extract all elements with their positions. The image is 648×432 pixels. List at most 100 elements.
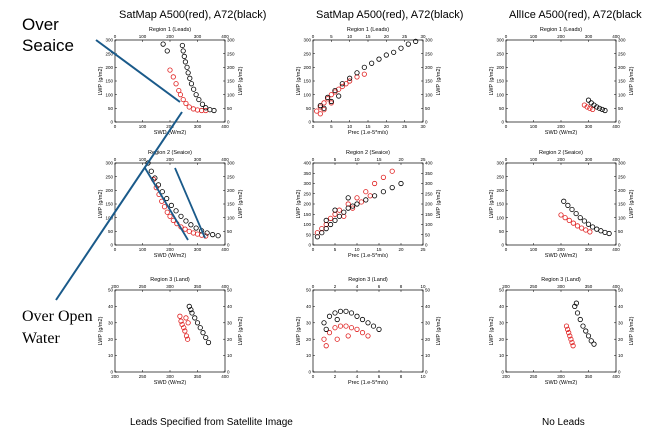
y-tick-label: 300 xyxy=(496,161,504,166)
y-tick-label: 0 xyxy=(501,370,504,375)
y-tick-label: 0 xyxy=(308,243,311,248)
data-point-red xyxy=(321,100,327,106)
y-tick-label: 0 xyxy=(501,243,504,248)
right-tick-label: 300 xyxy=(425,181,433,186)
plot-title: Region 1 (Leads) xyxy=(347,27,389,33)
data-point-black xyxy=(215,233,221,239)
data-point-black xyxy=(585,333,592,339)
y-tick-label: 0 xyxy=(308,120,311,125)
y-tick-label: 400 xyxy=(303,161,311,166)
data-point-red xyxy=(347,78,353,84)
x-tick-label: 0 xyxy=(312,247,315,252)
data-point-black xyxy=(606,230,612,237)
top-tick-label: 5 xyxy=(334,157,337,162)
right-tick-label: 30 xyxy=(618,320,624,325)
data-point-black xyxy=(391,49,397,55)
x-tick-label: 300 xyxy=(585,124,593,129)
right-tick-label: 0 xyxy=(618,243,621,248)
data-point-black xyxy=(205,339,212,346)
plot-title: Region 1 (Leads) xyxy=(149,27,191,33)
right-tick-label: 50 xyxy=(425,232,431,237)
x-axis-label: Prec (1.e-5*m/s) xyxy=(348,130,388,136)
y-tick-label: 250 xyxy=(303,191,311,196)
data-point-black xyxy=(334,316,340,323)
data-point-red xyxy=(566,330,572,336)
data-point-red xyxy=(190,106,196,112)
data-point-black xyxy=(574,310,581,316)
data-point-black xyxy=(321,105,327,111)
right-tick-label: 0 xyxy=(425,370,428,375)
top-tick-label: 400 xyxy=(221,157,229,162)
top-tick-label: 100 xyxy=(530,157,538,162)
series-black xyxy=(145,160,221,239)
top-tick-label: 25 xyxy=(402,34,408,39)
data-point-red xyxy=(185,320,191,326)
data-point-red xyxy=(570,343,576,349)
annotation-line-seaice xyxy=(95,39,181,103)
data-point-black xyxy=(326,313,333,319)
x-tick-label: 200 xyxy=(557,247,565,252)
y-tick-label: 100 xyxy=(303,92,311,97)
data-point-red xyxy=(570,220,576,226)
annotation-lines xyxy=(55,39,206,301)
x-tick-label: 100 xyxy=(530,247,538,252)
top-tick-label: 300 xyxy=(585,157,593,162)
data-point-red xyxy=(185,336,191,342)
data-point-red xyxy=(170,74,176,80)
plot-title: Region 2 (Seaice) xyxy=(346,150,390,156)
data-point-black xyxy=(200,330,206,336)
data-point-black xyxy=(380,189,386,195)
data-point-red xyxy=(339,83,345,90)
data-point-black xyxy=(348,310,355,316)
right-tick-label: 200 xyxy=(425,65,433,70)
x-tick-label: 300 xyxy=(557,374,565,379)
x-tick-label: 5 xyxy=(330,124,333,129)
y-tick-label: 200 xyxy=(105,65,113,70)
top-tick-label: 0 xyxy=(312,157,315,162)
data-point-red xyxy=(167,67,173,73)
y-tick-label: 200 xyxy=(105,188,113,193)
series-red xyxy=(563,323,576,349)
data-point-black xyxy=(210,232,216,238)
x-axis-label: SWD (W/m2) xyxy=(154,380,187,386)
data-point-black xyxy=(204,230,210,236)
top-tick-label: 10 xyxy=(347,34,353,39)
y-axis-label-right: LWP (g/m2) xyxy=(629,66,635,95)
data-point-black xyxy=(173,208,179,214)
data-point-red xyxy=(182,226,188,232)
top-tick-label: 20 xyxy=(398,157,404,162)
data-point-black xyxy=(323,226,329,232)
x-tick-label: 400 xyxy=(612,247,620,252)
series-black xyxy=(321,308,382,332)
data-point-black xyxy=(365,320,371,326)
top-tick-label: 0 xyxy=(114,34,117,39)
data-point-black xyxy=(319,230,325,236)
x-tick-label: 20 xyxy=(398,247,404,252)
data-point-red xyxy=(562,215,568,221)
right-tick-label: 150 xyxy=(618,79,626,84)
top-tick-label: 10 xyxy=(420,284,426,289)
data-point-black xyxy=(191,86,197,92)
top-tick-label: 2 xyxy=(334,284,337,289)
data-point-black xyxy=(182,59,188,65)
data-point-black xyxy=(359,316,366,323)
right-tick-label: 150 xyxy=(227,202,235,207)
x-tick-label: 400 xyxy=(221,124,229,129)
series-black xyxy=(186,303,212,346)
x-axis-label: SWD (W/m2) xyxy=(545,253,578,259)
data-point-black xyxy=(332,87,338,94)
right-tick-label: 20 xyxy=(425,337,431,342)
column-title-2: SatMap A500(red), A72(black) xyxy=(316,9,464,21)
y-tick-label: 300 xyxy=(496,38,504,43)
right-tick-label: 20 xyxy=(227,337,233,342)
data-point-black xyxy=(332,217,338,223)
right-tick-label: 400 xyxy=(425,161,433,166)
y-tick-label: 0 xyxy=(110,120,113,125)
data-point-black xyxy=(188,222,194,228)
y-tick-label: 40 xyxy=(306,304,312,309)
right-tick-label: 250 xyxy=(618,51,626,56)
top-tick-label: 400 xyxy=(221,284,229,289)
data-point-black xyxy=(573,300,580,306)
top-tick-label: 4 xyxy=(356,284,359,289)
